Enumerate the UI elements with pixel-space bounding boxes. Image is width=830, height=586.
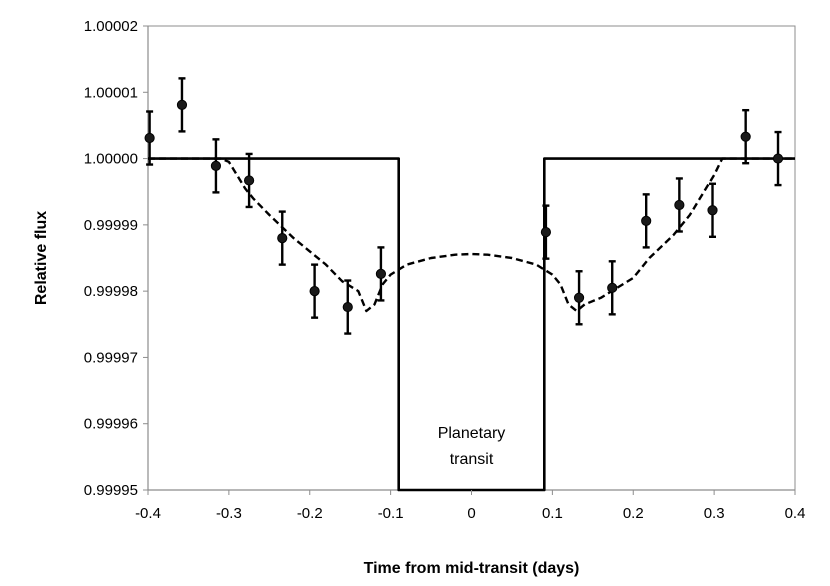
annotation-line-2: transit (450, 451, 494, 468)
plot-area (147, 25, 796, 491)
data-marker (277, 233, 288, 244)
x-tick-label: 0.3 (704, 505, 725, 522)
data-marker (641, 215, 652, 226)
x-tick-label: -0.3 (216, 505, 242, 522)
y-tick-label: 0.99995 (84, 482, 138, 499)
y-tick-label: 0.99998 (84, 283, 138, 300)
data-marker (144, 132, 155, 144)
data-point (144, 110, 155, 166)
y-tick-label: 0.99997 (84, 349, 138, 366)
y-tick-label: 0.99999 (84, 217, 138, 234)
data-point (607, 260, 618, 316)
plot-border (147, 25, 796, 491)
data-point (375, 246, 387, 302)
data-point (277, 210, 288, 266)
x-tick-label: 0.4 (785, 505, 806, 522)
x-axis-title: Time from mid-transit (days) (364, 560, 580, 577)
data-marker (243, 175, 255, 186)
data-point (210, 138, 222, 194)
y-tick-label: 0.99996 (84, 416, 138, 433)
x-tick-label: -0.2 (297, 505, 323, 522)
data-point (309, 263, 320, 319)
data-marker (707, 205, 718, 216)
y-tick-label: 1.00000 (84, 151, 138, 168)
data-marker (674, 199, 685, 211)
x-tick-label: -0.1 (378, 505, 404, 522)
data-point (573, 270, 585, 326)
data-marker (342, 301, 353, 313)
x-tick-label: 0 (467, 505, 475, 522)
annotation-line-1: Planetary (438, 425, 506, 442)
x-tick-label: -0.4 (135, 505, 161, 522)
data-marker (740, 131, 751, 142)
data-point (707, 182, 718, 238)
data-point (772, 130, 784, 187)
data-marker (176, 99, 188, 110)
data-points (144, 77, 784, 335)
data-point (243, 152, 255, 209)
data-point (641, 193, 652, 249)
stellar-model-dashed-line (148, 157, 795, 313)
x-tick-label: 0.2 (623, 505, 644, 522)
y-axis-title: Relative flux (33, 211, 50, 305)
data-point (176, 77, 188, 133)
data-marker (573, 292, 585, 303)
y-tick-label: 1.00002 (84, 18, 138, 35)
data-point (342, 279, 353, 335)
y-tick-label: 1.00001 (84, 84, 138, 101)
data-marker (772, 153, 784, 164)
data-point (740, 108, 751, 165)
data-point (540, 204, 552, 260)
data-marker (540, 227, 552, 238)
data-marker (607, 282, 618, 293)
data-marker (309, 286, 320, 297)
x-tick-label: 0.1 (542, 505, 563, 522)
data-marker (210, 160, 222, 171)
data-point (674, 177, 685, 233)
data-marker (375, 268, 387, 280)
axis-ticks: -0.4 -0.3 -0.2 -0.1 0 0.1 0.2 0.3 0.4 0.99995 0.99… (84, 18, 806, 522)
